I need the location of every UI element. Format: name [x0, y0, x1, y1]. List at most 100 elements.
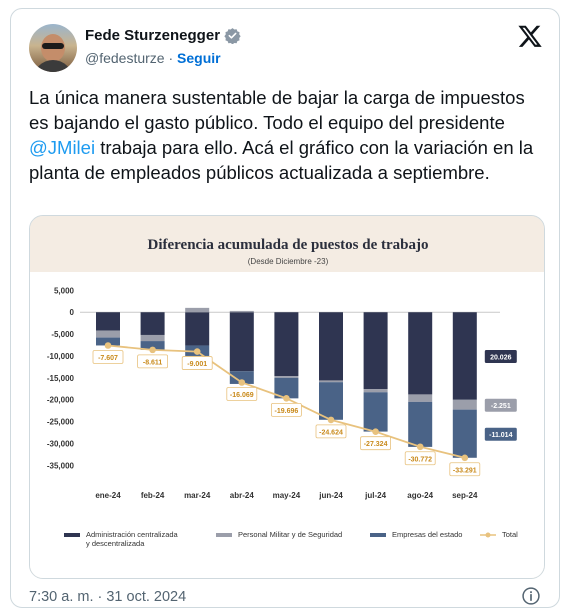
- x-tick-label: sep-24: [452, 491, 478, 500]
- bar-segment: [274, 377, 299, 399]
- total-label-box: [315, 424, 347, 439]
- separator-dot: ·: [168, 50, 174, 66]
- legend-swatch: [370, 533, 386, 537]
- total-label-box: [360, 436, 392, 451]
- legend-swatch-dot: [485, 532, 491, 538]
- total-data-label: -7.607: [98, 355, 118, 362]
- handle-row: @fedesturze · Seguir: [85, 50, 221, 66]
- tweet-text: La única manera sustentable de bajar la …: [29, 85, 549, 185]
- total-label-box: [449, 462, 481, 477]
- total-point: [327, 416, 335, 424]
- legend-label: Administración centralizada: [86, 530, 179, 539]
- bar-segment: [229, 371, 254, 384]
- bar-segment: [363, 389, 388, 393]
- y-tick-label: 5,000: [54, 286, 75, 295]
- total-label-box: [181, 356, 213, 370]
- total-point: [238, 379, 246, 386]
- bar-segment: [96, 337, 120, 346]
- total-label-box: [92, 350, 124, 364]
- bar-segment: [274, 376, 299, 378]
- bar-segment: [363, 392, 388, 432]
- chart-svg: Diferencia acumulada de puestos de traba…: [30, 216, 544, 578]
- tweet-text-end: trabaja para ello. Acá el gráfico con la…: [29, 137, 534, 183]
- x-tick-label: ago-24: [407, 491, 433, 500]
- x-tick-label: abr-24: [230, 491, 255, 500]
- y-tick-label: -15,000: [47, 374, 75, 383]
- total-data-label: -27.324: [364, 441, 388, 448]
- total-point: [461, 454, 469, 462]
- bar-segment: [452, 409, 477, 458]
- x-tick-label: ene-24: [95, 491, 121, 500]
- x-logo-icon[interactable]: [517, 23, 543, 49]
- total-data-label: -33.291: [453, 467, 477, 474]
- series-end-label: -2.251: [491, 403, 511, 410]
- bar-segment: [96, 312, 120, 331]
- chart-subtitle: (Desde Diciembre -23): [248, 257, 329, 266]
- bar-segment: [185, 307, 210, 313]
- total-point: [104, 342, 112, 349]
- timestamp[interactable]: 7:30 a. m. · 31 oct. 2024: [29, 589, 187, 605]
- bar-segment: [363, 312, 388, 390]
- bar-segment: [140, 334, 165, 342]
- y-tick-label: -35,000: [47, 461, 75, 470]
- bar-segment: [96, 330, 120, 338]
- bar-segment: [408, 394, 433, 402]
- bar-segment: [452, 399, 477, 410]
- mention-link[interactable]: @JMilei: [29, 137, 96, 158]
- y-tick-label: -30,000: [47, 439, 75, 448]
- bar-segment: [229, 312, 254, 372]
- follow-button[interactable]: Seguir: [177, 50, 221, 66]
- legend-label: Empresas del estado: [392, 530, 462, 539]
- bar-segment: [140, 312, 165, 335]
- total-label-box: [270, 402, 302, 417]
- total-label-box: [404, 451, 436, 466]
- series-end-label: -11.014: [489, 432, 512, 439]
- x-tick-label: jun-24: [318, 491, 343, 500]
- bar-segment: [319, 382, 343, 420]
- y-tick-label: -25,000: [47, 418, 75, 427]
- bar-segment: [185, 312, 210, 346]
- legend-label: Personal Militar y de Seguridad: [238, 530, 342, 539]
- legend-swatch: [216, 533, 232, 537]
- info-icon[interactable]: [521, 586, 541, 606]
- x-tick-label: feb-24: [141, 491, 165, 500]
- avatar[interactable]: [29, 24, 77, 72]
- series-end-label-box: [484, 398, 517, 412]
- y-tick-label: -20,000: [47, 396, 75, 405]
- legend-swatch: [64, 533, 80, 537]
- x-tick-label: may-24: [273, 491, 301, 500]
- total-data-label: -9.001: [187, 361, 207, 368]
- bar-segment: [319, 312, 343, 381]
- verified-badge-icon: [224, 28, 241, 44]
- y-tick-label: -10,000: [47, 352, 75, 361]
- total-point: [193, 348, 201, 355]
- total-data-label: -19.696: [275, 408, 299, 415]
- x-tick-label: jul-24: [364, 491, 386, 500]
- total-data-label: -8.611: [143, 359, 163, 366]
- total-point: [372, 428, 379, 435]
- legend-label: Total: [502, 530, 518, 539]
- total-point: [149, 346, 156, 354]
- author-name[interactable]: Fede Sturzenegger: [85, 27, 221, 44]
- chart-title: Diferencia acumulada de puestos de traba…: [148, 237, 429, 253]
- total-point: [283, 395, 290, 402]
- total-data-label: -24.624: [319, 429, 343, 436]
- author-handle[interactable]: @fedesturze: [85, 50, 165, 66]
- bar-segment: [408, 401, 433, 447]
- total-point: [416, 443, 424, 451]
- tweet-text-start: La única manera sustentable de bajar la …: [29, 87, 525, 133]
- total-data-label: -16.069: [230, 392, 254, 399]
- chart-image[interactable]: Diferencia acumulada de puestos de traba…: [29, 215, 545, 579]
- legend-label: y descentralizada: [86, 539, 145, 548]
- tweet-card: Fede Sturzenegger @fedesturze · Seguir L…: [10, 8, 560, 608]
- total-label-box: [226, 387, 258, 401]
- series-end-label-box: [484, 350, 517, 364]
- total-data-label: -30.772: [408, 456, 432, 463]
- bar-segment: [229, 310, 254, 313]
- y-tick-label: -5,000: [51, 330, 74, 339]
- author-row: Fede Sturzenegger: [85, 27, 241, 44]
- x-tick-label: mar-24: [184, 491, 211, 500]
- bar-segment: [452, 312, 477, 400]
- bar-segment: [408, 312, 433, 395]
- total-label-box: [137, 354, 168, 369]
